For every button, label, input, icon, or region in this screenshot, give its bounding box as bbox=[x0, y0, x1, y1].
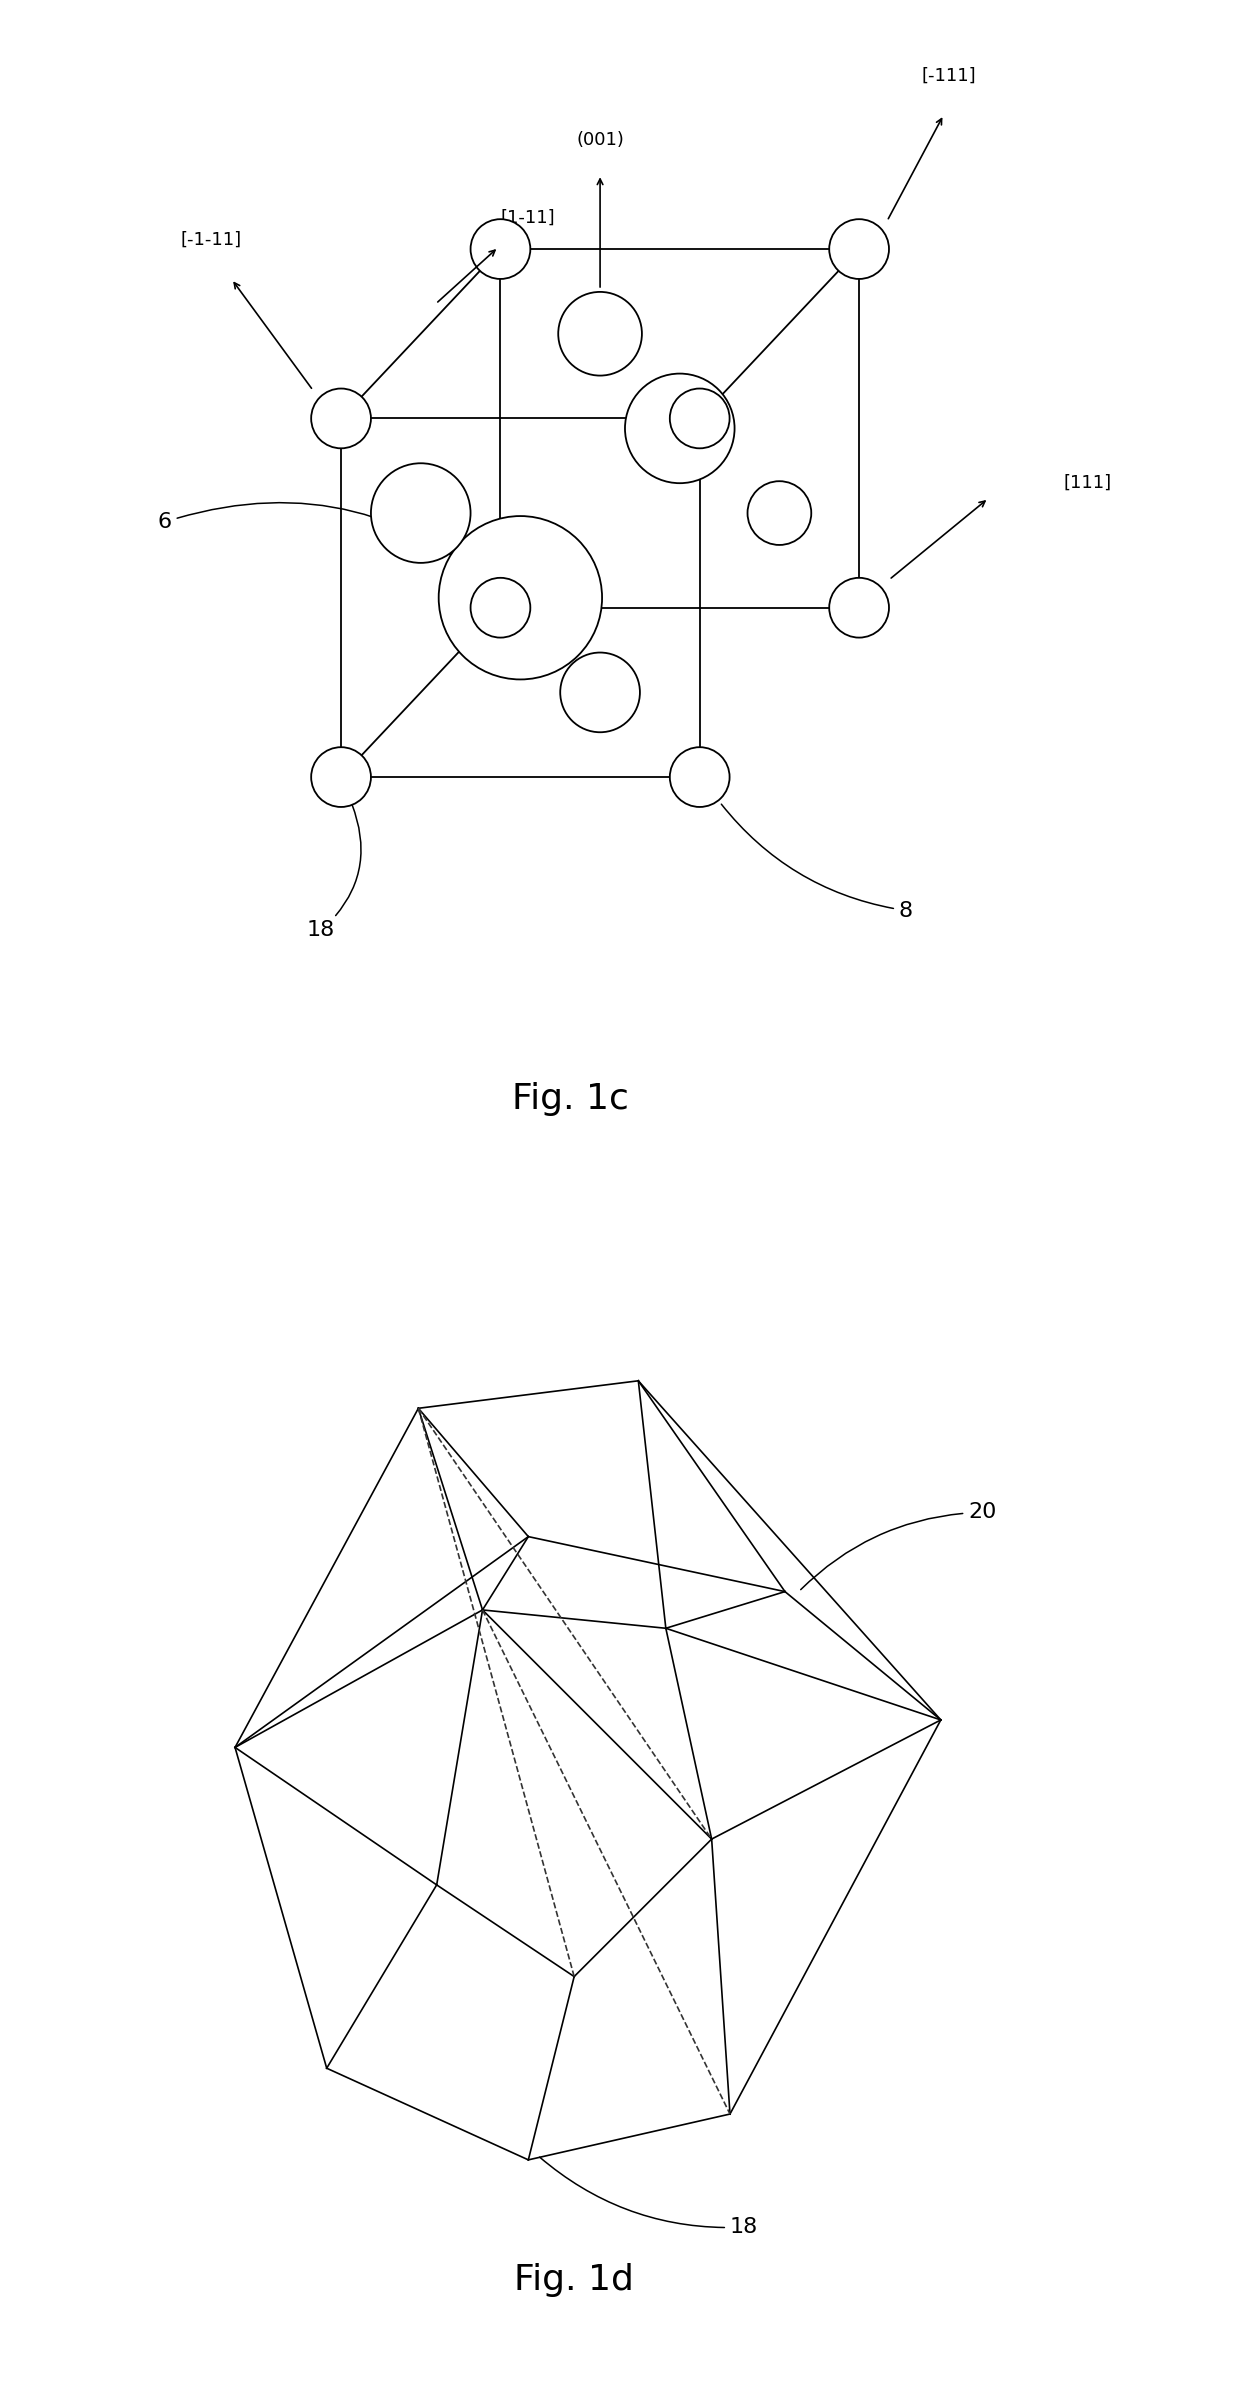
Text: [-1-11]: [-1-11] bbox=[181, 232, 242, 249]
Circle shape bbox=[311, 390, 371, 450]
Circle shape bbox=[558, 292, 642, 375]
Circle shape bbox=[625, 373, 734, 483]
Text: 18: 18 bbox=[539, 2157, 758, 2238]
Text: (001): (001) bbox=[577, 132, 624, 148]
Circle shape bbox=[439, 516, 603, 679]
Circle shape bbox=[371, 464, 470, 562]
Text: [111]: [111] bbox=[1064, 473, 1111, 493]
Text: Fig. 1d: Fig. 1d bbox=[515, 2264, 634, 2298]
Circle shape bbox=[670, 746, 729, 808]
Text: 20: 20 bbox=[801, 1502, 997, 1590]
Circle shape bbox=[311, 746, 371, 808]
Text: [-111]: [-111] bbox=[921, 67, 976, 84]
Circle shape bbox=[830, 579, 889, 638]
Circle shape bbox=[470, 579, 531, 638]
Text: 6: 6 bbox=[157, 502, 508, 600]
Text: 8: 8 bbox=[722, 803, 913, 921]
Circle shape bbox=[748, 481, 811, 545]
Text: 18: 18 bbox=[308, 803, 361, 940]
Circle shape bbox=[830, 220, 889, 280]
Circle shape bbox=[670, 390, 729, 450]
Circle shape bbox=[560, 653, 640, 732]
Text: Fig. 1c: Fig. 1c bbox=[512, 1081, 629, 1117]
Circle shape bbox=[470, 220, 531, 280]
Text: [1-11]: [1-11] bbox=[501, 208, 556, 227]
